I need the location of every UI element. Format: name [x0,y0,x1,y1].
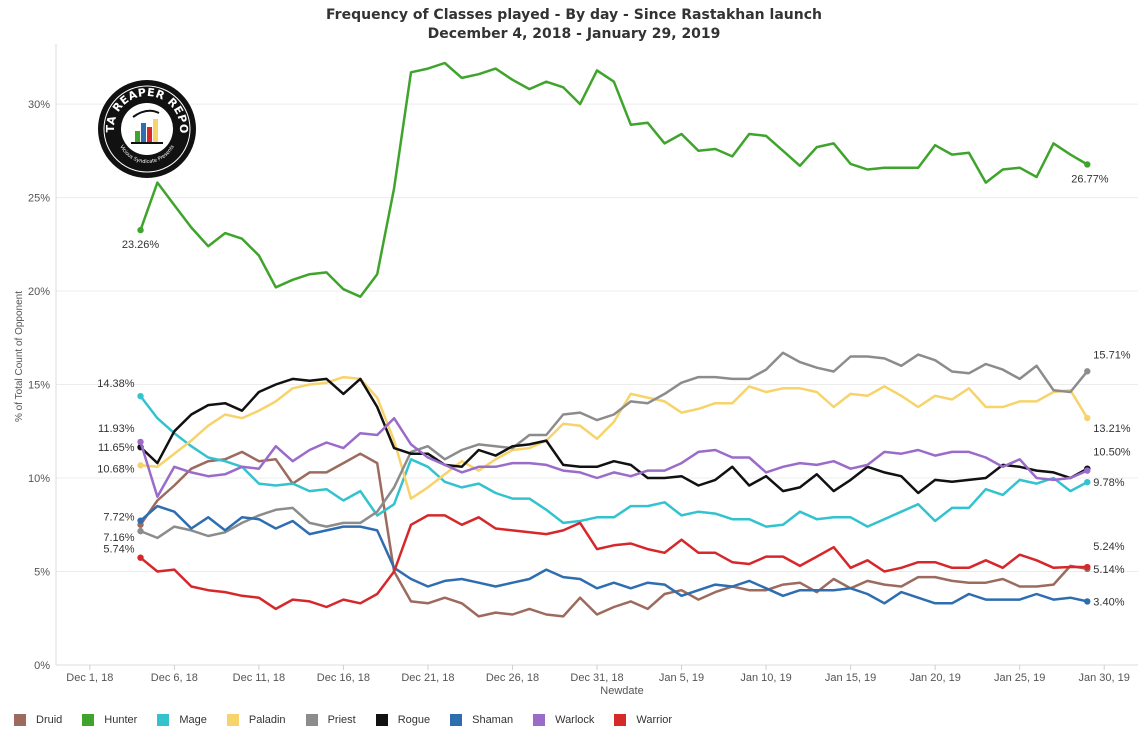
x-tick-label: Jan 25, 19 [994,672,1045,684]
y-tick-label: 25% [28,193,50,205]
legend-label: Hunter [104,714,138,726]
x-tick-label: Dec 11, 18 [233,672,285,684]
x-tick-label: Jan 15, 19 [825,672,876,684]
series-line-shaman [139,504,1089,605]
x-tick-label: Dec 16, 18 [317,672,370,684]
x-tick-label: Dec 6, 18 [151,672,198,684]
series-start-dot-shaman [137,517,144,524]
series-line-rogue [139,377,1089,495]
legend-item-warrior[interactable]: Warrior [614,714,672,726]
data-label: 5.14% [1093,564,1124,576]
legend-item-hunter[interactable]: Hunter [82,714,137,726]
series-end-dot-mage [1084,478,1091,486]
x-tick-label: Jan 10, 19 [740,672,791,684]
x-axis-title: Newdate [600,685,643,697]
data-label: 10.68% [97,463,135,475]
data-reaper-report-logo: DATA REAPER REPORT Vicious Syndicate Pre… [97,79,196,178]
legend-item-druid[interactable]: Druid [14,714,62,726]
data-label: 5.74% [103,544,134,556]
x-tick-label: Dec 26, 18 [486,672,539,684]
y-tick-label: 10% [28,473,50,485]
legend-swatch [157,714,170,726]
legend-label: Paladin [248,714,286,726]
series-line-warrior [139,514,1089,611]
x-tick-label: Jan 5, 19 [659,672,704,684]
x-tick-label: Dec 21, 18 [401,672,454,684]
series-end-dot-paladin [1084,414,1091,422]
data-label: 10.50% [1093,447,1131,459]
x-tick-label: Jan 30, 19 [1079,672,1130,684]
series-end-dot-shaman [1084,598,1091,605]
data-label: 11.65% [98,442,135,454]
legend-label: Warlock [555,714,595,726]
series-line-paladin [139,375,1089,500]
legend-swatch [614,714,627,726]
data-label: 7.16% [103,532,134,544]
legend-swatch [305,714,318,726]
series-end-dot-hunter [1084,161,1091,168]
data-label: 13.21% [1093,423,1131,435]
legend-swatch [226,714,239,726]
data-label: 23.26% [122,239,160,251]
chart-title-block: Frequency of Classes played - By day - S… [0,6,1148,44]
data-label: 15.71% [1093,349,1131,361]
legend-label: Mage [179,714,207,726]
series-start-dot-priest [137,527,144,535]
series-line-hunter [139,61,1089,298]
data-label: 14.38% [97,378,135,390]
series-end-dot-priest [1084,368,1091,375]
legend-label: Druid [36,714,63,726]
data-label: 26.77% [1071,173,1109,185]
legend-swatch [82,714,95,726]
series-start-dot-mage [137,392,144,400]
legend: Druid Hunter Mage Paladin Priest Rogue Shaman W… [14,711,692,729]
x-tick-label: Dec 31, 18 [570,672,623,684]
legend-item-rogue[interactable]: Rogue [375,714,431,726]
legend-swatch [375,714,388,726]
legend-swatch [450,714,463,726]
legend-item-warlock[interactable]: Warlock [533,714,594,726]
chart-title: Frequency of Classes played - By day - S… [326,7,822,23]
series-end-dot-warlock [1084,467,1091,474]
x-tick-label: Dec 1, 18 [66,672,113,684]
series-start-dot-warlock [137,438,144,446]
data-label: 11.93% [98,423,135,435]
y-tick-label: 30% [28,99,50,111]
legend-item-shaman[interactable]: Shaman [450,714,513,726]
y-tick-label: 0% [34,660,50,672]
series-line-druid [139,450,1089,618]
y-tick-label: 20% [28,286,50,298]
series-end-dot-warrior [1084,563,1091,571]
x-tick-label: Jan 20, 19 [909,672,960,684]
y-axis-title: % of Total Count of Opponent [14,291,25,422]
data-label: 7.72% [103,512,134,524]
y-tick-label: 15% [28,380,50,392]
series-line-warlock [139,416,1089,498]
chart-subtitle: December 4, 2018 - January 29, 2019 [427,26,721,42]
data-label: 5.24% [1093,541,1124,553]
legend-item-paladin[interactable]: Paladin [226,714,286,726]
series-start-dot-paladin [137,462,144,469]
legend-label: Warrior [636,714,673,726]
legend-label: Rogue [397,714,431,726]
data-label: 3.40% [1093,596,1124,608]
legend-item-priest[interactable]: Priest [305,714,356,726]
legend-swatch [14,714,26,726]
series-start-dot-hunter [137,226,144,234]
legend-swatch [533,714,546,726]
legend-label: Shaman [472,714,514,726]
series-line-mage [139,394,1089,528]
series-start-dot-warrior [137,554,144,561]
y-tick-label: 5% [34,567,50,579]
legend-item-mage[interactable]: Mage [157,714,207,726]
legend-label: Priest [327,714,356,726]
series-line-priest [139,351,1089,540]
data-label: 9.78% [1093,477,1124,489]
